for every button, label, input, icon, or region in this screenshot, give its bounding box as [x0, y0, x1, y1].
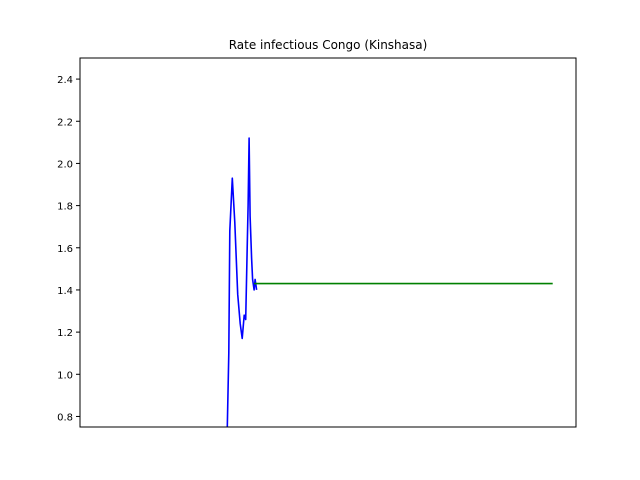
y-tick-label: 1.2 — [57, 328, 73, 339]
y-tick-label: 1.8 — [57, 202, 73, 213]
y-tick-label: 1.0 — [57, 370, 73, 381]
y-tick-label: 1.4 — [57, 286, 73, 297]
y-axis: 0.8 1.0 1.2 1.4 1.6 1.8 2.0 2.2 2.4 — [57, 75, 80, 423]
y-tick-label: 2.2 — [57, 117, 73, 128]
plot-frame — [79, 57, 577, 428]
y-tick-label: 2.4 — [57, 75, 73, 86]
y-tick-label: 2.0 — [57, 159, 73, 170]
y-tick-label: 0.8 — [57, 412, 73, 423]
series-line-blue — [226, 137, 258, 427]
y-tick-label: 1.6 — [57, 244, 73, 255]
chart-title: Rate infectious Congo (Kinshasa) — [229, 38, 428, 52]
series-layer — [226, 137, 553, 427]
